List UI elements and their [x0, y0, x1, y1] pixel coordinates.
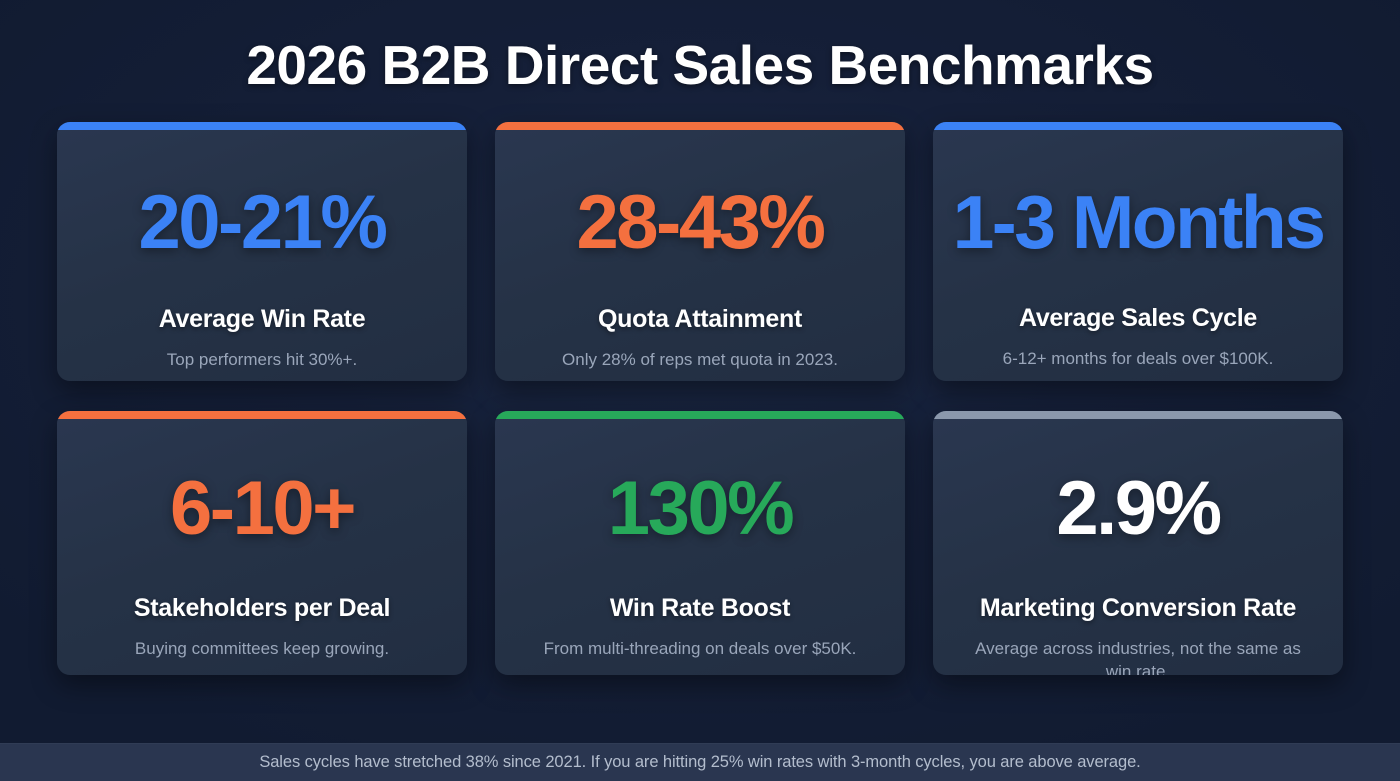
stat-label: Average Sales Cycle: [1019, 304, 1257, 333]
stat-card-content: 1-3 Months Average Sales Cycle 6-12+ mon…: [933, 122, 1343, 381]
card-accent-bar: [57, 122, 467, 131]
stat-card-content: 28-43% Quota Attainment Only 28% of reps…: [495, 122, 905, 381]
stat-card-grid: 20-21% Average Win Rate Top performers h…: [0, 95, 1400, 743]
stat-label: Stakeholders per Deal: [133, 594, 391, 623]
page-title: 2026 B2B Direct Sales Benchmarks: [246, 34, 1154, 96]
stat-note: Average across industries, not the same …: [975, 639, 1301, 676]
stat-value: 28-43%: [576, 180, 826, 266]
stat-card-content: 130% Win Rate Boost From multi-threading…: [495, 411, 905, 675]
stat-value: 130%: [607, 466, 795, 552]
stat-label: Average Win Rate: [158, 305, 366, 334]
footer-bar: Sales cycles have stretched 38% since 20…: [0, 743, 1400, 781]
card-accent-bar: [933, 411, 1343, 420]
stat-card-average-sales-cycle[interactable]: 1-3 Months Average Sales Cycle 6-12+ mon…: [933, 122, 1343, 382]
stat-note: Top performers hit 30%+.: [166, 350, 358, 370]
stat-value: 6-10+: [170, 466, 357, 552]
stat-card-content: 6-10+ Stakeholders per Deal Buying commi…: [57, 411, 467, 675]
stat-label: Quota Attainment: [598, 305, 802, 334]
stat-card-content: 2.9% Marketing Conversion Rate Average a…: [933, 411, 1343, 676]
stat-note: Buying committees keep growing.: [134, 639, 390, 659]
card-accent-bar: [495, 411, 905, 420]
stat-value: 2.9%: [1056, 466, 1222, 552]
card-accent-bar: [495, 122, 905, 131]
stat-note: 6-12+ months for deals over $100K.: [1002, 349, 1274, 369]
stat-label: Marketing Conversion Rate: [979, 594, 1297, 623]
stat-label: Win Rate Boost: [609, 594, 791, 623]
stat-card-average-win-rate[interactable]: 20-21% Average Win Rate Top performers h…: [57, 122, 467, 382]
stat-card-marketing-conversion-rate[interactable]: 2.9% Marketing Conversion Rate Average a…: [933, 411, 1343, 676]
footer-text: Sales cycles have stretched 38% since 20…: [259, 752, 1141, 771]
card-accent-bar: [57, 411, 467, 420]
card-accent-bar: [933, 122, 1343, 131]
stat-note: From multi-threading on deals over $50K.: [543, 639, 857, 659]
stat-value: 1-3 Months: [952, 180, 1326, 265]
stat-card-content: 20-21% Average Win Rate Top performers h…: [57, 122, 467, 381]
stat-card-quota-attainment[interactable]: 28-43% Quota Attainment Only 28% of reps…: [495, 122, 905, 382]
stat-value: 20-21%: [138, 180, 388, 266]
stat-card-stakeholders-per-deal[interactable]: 6-10+ Stakeholders per Deal Buying commi…: [57, 411, 467, 676]
stat-note: Only 28% of reps met quota in 2023.: [562, 350, 838, 370]
stat-card-win-rate-boost[interactable]: 130% Win Rate Boost From multi-threading…: [495, 411, 905, 676]
